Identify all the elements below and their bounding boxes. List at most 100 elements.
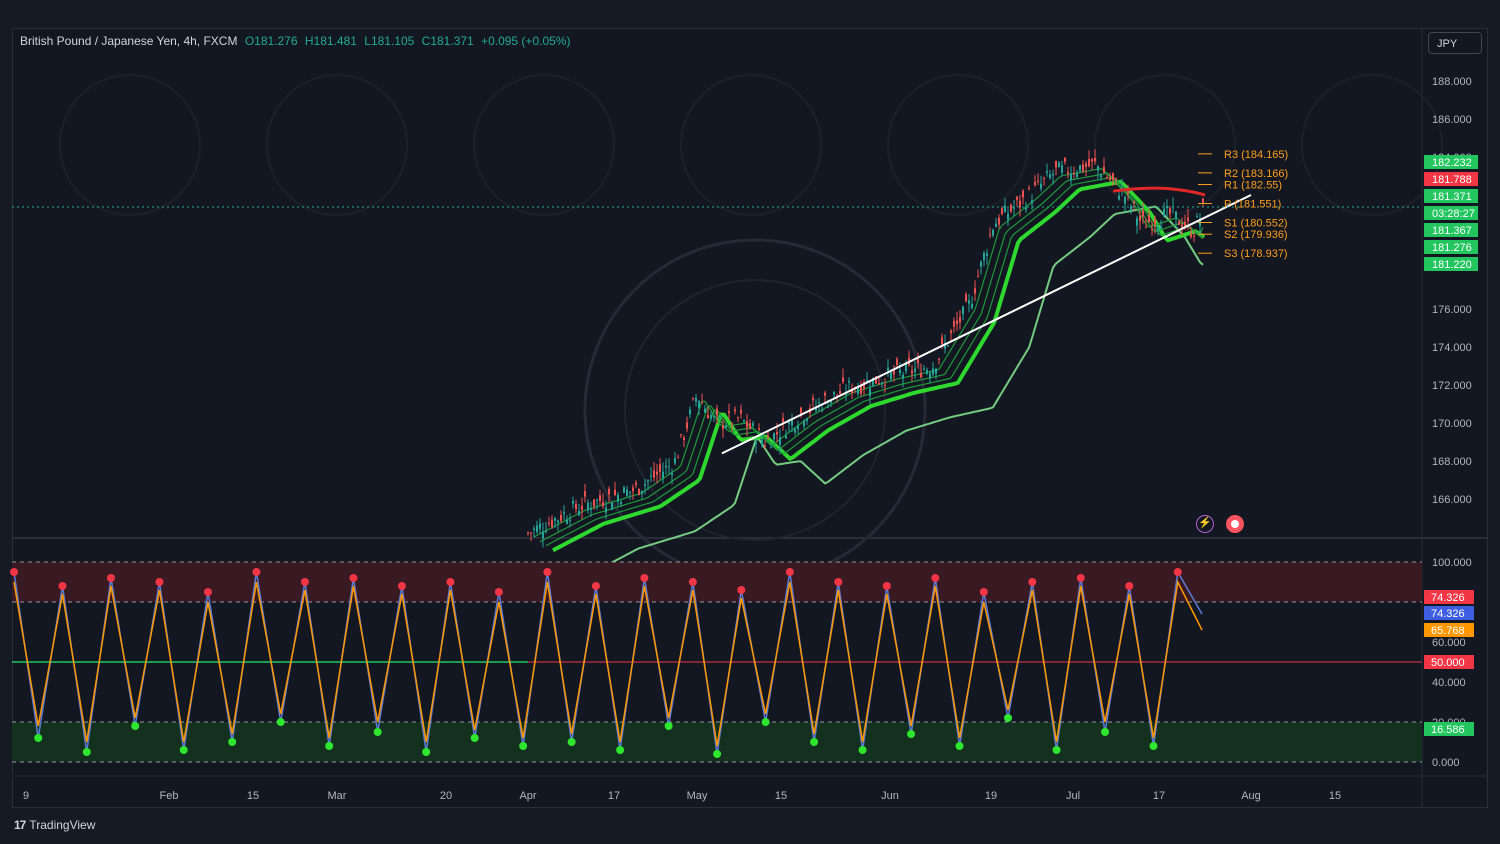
candle-body xyxy=(794,428,796,433)
candle-body xyxy=(857,387,859,394)
candle-body xyxy=(1058,162,1060,168)
candle-body xyxy=(1133,201,1135,204)
candle-body xyxy=(1097,166,1099,171)
candle-body xyxy=(1184,221,1186,228)
candle-body xyxy=(542,531,544,539)
symbol-legend: British Pound / Japanese Yen, 4h, FXCM O… xyxy=(20,34,574,48)
price-axis-badge xyxy=(1424,240,1478,254)
candle-body xyxy=(686,422,688,429)
price-axis-badge xyxy=(1424,155,1478,169)
candle-body xyxy=(719,416,721,418)
candle-body xyxy=(941,337,943,345)
candle-body xyxy=(1178,221,1180,226)
currency-button[interactable]: JPY xyxy=(1428,32,1482,54)
time-tick-label: Mar xyxy=(328,790,347,802)
stoch-buy-dot xyxy=(1101,728,1110,736)
candle-body xyxy=(1175,211,1177,219)
tradingview-logo[interactable]: 17 TradingView xyxy=(14,818,95,832)
close-value: C181.371 xyxy=(421,34,474,48)
candle-body xyxy=(584,491,586,497)
candle-body xyxy=(827,406,829,408)
stoch-buy-dot xyxy=(713,750,722,758)
candle-body xyxy=(533,528,535,530)
stoch-buy-dot xyxy=(179,746,188,754)
stoch-buy-dot xyxy=(276,718,285,726)
candle-body xyxy=(1145,227,1147,229)
candle-body xyxy=(884,384,886,386)
candle-body xyxy=(803,420,805,427)
pivot-level-label: P (181.551) xyxy=(1224,199,1281,211)
candle-body xyxy=(839,390,841,394)
candle-body xyxy=(785,435,787,439)
candle-body xyxy=(1103,166,1105,173)
stoch-sell-dot xyxy=(397,582,406,590)
price-axis-badge-label: 181.276 xyxy=(1432,242,1472,254)
stoch-sell-dot xyxy=(252,568,261,576)
change-value: +0.095 (+0.05%) xyxy=(481,34,571,48)
oscillator-axis-badge xyxy=(1424,606,1474,620)
candle-body xyxy=(620,502,622,505)
stoch-sell-dot xyxy=(688,578,697,586)
candle-body xyxy=(1025,207,1027,210)
oscillator-axis-badge-label: 74.326 xyxy=(1431,592,1465,604)
time-tick-label: 17 xyxy=(608,790,620,802)
candle-body xyxy=(566,519,568,524)
candle-body xyxy=(1067,171,1069,174)
candle-body xyxy=(779,437,781,445)
stoch-sell-dot xyxy=(446,578,455,586)
flash-icon[interactable]: ⚡ xyxy=(1196,515,1214,533)
candle-body xyxy=(929,373,931,379)
candle-body xyxy=(1100,175,1102,178)
candle-body xyxy=(1196,216,1198,218)
stoch-buy-dot xyxy=(470,734,479,742)
candle-body xyxy=(1190,233,1192,237)
candle-body xyxy=(1106,177,1108,179)
candle-body xyxy=(653,470,655,478)
watermark-icon xyxy=(1094,74,1236,216)
time-tick-label: Aug xyxy=(1241,790,1261,802)
candle-body xyxy=(632,487,634,492)
candle-body xyxy=(602,501,604,507)
candle-body xyxy=(1019,200,1021,208)
record-icon[interactable] xyxy=(1226,515,1244,533)
price-axis-badge-label: 03:28:27 xyxy=(1432,208,1475,220)
candle-body xyxy=(1040,183,1042,189)
candle-body xyxy=(1136,218,1138,226)
candle-body xyxy=(983,252,985,261)
candle-body xyxy=(776,431,778,435)
candle-body xyxy=(554,518,556,521)
candle-body xyxy=(599,495,601,501)
stoch-buy-dot xyxy=(858,746,867,754)
candle-body xyxy=(1064,157,1066,162)
time-tick-label: Jun xyxy=(881,790,899,802)
symbol-title[interactable]: British Pound / Japanese Yen, 4h, FXCM xyxy=(20,34,238,48)
candle-body xyxy=(698,400,700,408)
stoch-buy-dot xyxy=(422,748,431,756)
candle-body xyxy=(1016,196,1018,200)
candle-body xyxy=(1169,208,1171,214)
candle-body xyxy=(992,229,994,236)
watermark-icon xyxy=(1301,74,1443,216)
stoch-sell-dot xyxy=(349,574,358,582)
candle-body xyxy=(1028,188,1030,190)
candle-body xyxy=(659,464,661,472)
candle-body xyxy=(746,420,748,428)
price-tick-label: 176.000 xyxy=(1432,304,1472,316)
candle-body xyxy=(530,532,532,534)
candle-body xyxy=(1160,226,1162,229)
candle-body xyxy=(755,441,757,445)
candle-body xyxy=(770,447,772,449)
watermark-icon xyxy=(624,279,886,541)
candle-body xyxy=(824,392,826,396)
stoch-series-line xyxy=(13,579,1203,747)
tradingview-label: TradingView xyxy=(29,818,96,832)
candle-body xyxy=(950,330,952,333)
stoch-buy-dot xyxy=(131,722,140,730)
candle-body xyxy=(545,530,547,532)
candle-body xyxy=(1010,204,1012,212)
candle-body xyxy=(1130,206,1132,211)
price-tick-label: 172.000 xyxy=(1432,380,1472,392)
stoch-sell-dot xyxy=(1125,582,1134,590)
candle-body xyxy=(752,423,754,426)
